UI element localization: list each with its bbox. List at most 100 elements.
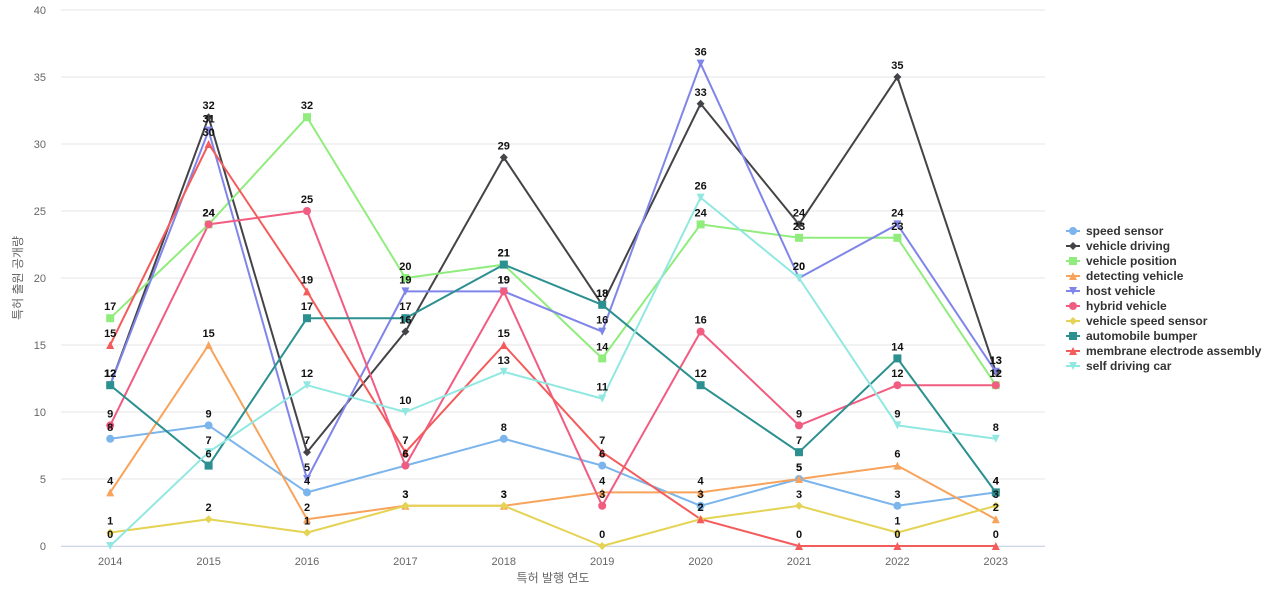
data-point-vehicle-position	[598, 354, 607, 363]
data-label-host-vehicle: 12	[104, 368, 116, 380]
data-point-speed-sensor	[598, 461, 607, 470]
x-tick-label: 2022	[885, 556, 909, 568]
data-label-membrane-electrode-assembly: 7	[402, 435, 408, 447]
data-label-hybrid-vehicle: 12	[990, 368, 1002, 380]
data-point-automobile-bumper	[499, 260, 508, 269]
data-labels: 8946863534123271629183324351317243220211…	[104, 47, 1002, 541]
legend-label: vehicle driving	[1086, 239, 1170, 253]
legend-item-vehicle-speed-sensor[interactable]: vehicle speed sensor	[1066, 314, 1208, 328]
legend-symbol	[1069, 287, 1077, 295]
data-label-detecting-vehicle: 15	[202, 328, 214, 340]
data-label-vehicle-position: 23	[891, 221, 903, 233]
data-label-vehicle-position: 20	[399, 261, 411, 273]
data-point-detecting-vehicle	[106, 488, 115, 497]
x-tick-label: 2018	[492, 556, 516, 568]
data-point-membrane-electrode-assembly	[795, 542, 803, 550]
data-label-self-driving-car: 7	[206, 435, 212, 447]
legend-label: membrane electrode assembly	[1086, 344, 1262, 358]
data-point-speed-sensor	[204, 421, 213, 430]
data-label-detecting-vehicle: 4	[107, 475, 114, 487]
data-label-vehicle-speed-sensor: 3	[993, 489, 999, 501]
data-point-membrane-electrode-assembly	[598, 448, 607, 457]
data-label-vehicle-speed-sensor: 3	[796, 489, 802, 501]
y-tick-label: 15	[34, 340, 46, 352]
data-point-vehicle-speed-sensor	[303, 528, 311, 537]
data-point-vehicle-speed-sensor	[106, 528, 115, 537]
legend-item-vehicle-position[interactable]: vehicle position	[1066, 254, 1177, 268]
data-label-membrane-electrode-assembly: 7	[599, 435, 605, 447]
legend-item-detecting-vehicle[interactable]: detecting vehicle	[1066, 269, 1184, 283]
legend-symbol	[1069, 302, 1077, 310]
series-line-host-vehicle	[109, 62, 997, 480]
data-point-automobile-bumper	[401, 314, 410, 323]
x-axis-ticks: 2014 2015 2016 2017 2018 2019 2020 2021 2022 2023	[98, 556, 1008, 568]
x-tick-label: 2015	[196, 556, 220, 568]
data-label-vehicle-speed-sensor: 2	[698, 502, 704, 514]
data-point-self-driving-car	[499, 367, 508, 376]
data-label-automobile-bumper: 7	[796, 435, 802, 447]
legend-item-self-driving-car[interactable]: self driving car	[1066, 359, 1172, 373]
data-label-host-vehicle: 31	[202, 114, 214, 126]
data-label-self-driving-car: 10	[399, 395, 411, 407]
data-label-vehicle-speed-sensor: 1	[894, 516, 900, 528]
data-label-speed-sensor: 8	[107, 422, 113, 434]
legend-item-hybrid-vehicle[interactable]: hybrid vehicle	[1066, 299, 1167, 313]
legend-symbol	[1069, 242, 1077, 250]
data-point-hybrid-vehicle	[893, 381, 902, 390]
data-label-vehicle-speed-sensor: 3	[501, 489, 507, 501]
legend-item-speed-sensor[interactable]: speed sensor	[1066, 224, 1164, 238]
data-label-membrane-electrode-assembly: 0	[894, 529, 900, 541]
grid-lines	[61, 9, 1045, 547]
legend-item-automobile-bumper[interactable]: automobile bumper	[1066, 329, 1198, 343]
data-label-host-vehicle: 5	[304, 462, 310, 474]
data-label-host-vehicle: 13	[990, 355, 1002, 367]
legend-item-membrane-electrode-assembly[interactable]: membrane electrode assembly	[1066, 344, 1262, 358]
data-point-vehicle-speed-sensor	[598, 542, 607, 550]
data-label-vehicle-driving: 32	[202, 100, 214, 112]
data-label-detecting-vehicle: 4	[698, 475, 705, 487]
data-point-host-vehicle	[303, 475, 311, 483]
data-point-detecting-vehicle	[598, 488, 607, 497]
data-point-vehicle-position	[893, 233, 902, 242]
data-label-membrane-electrode-assembly: 19	[301, 274, 313, 286]
data-point-host-vehicle	[401, 287, 410, 296]
data-point-vehicle-speed-sensor	[204, 515, 213, 524]
data-point-vehicle-position	[696, 220, 705, 229]
data-label-hybrid-vehicle: 24	[202, 207, 215, 219]
data-label-automobile-bumper: 12	[694, 368, 706, 380]
legend-item-host-vehicle[interactable]: host vehicle	[1066, 284, 1156, 298]
data-label-automobile-bumper: 12	[104, 368, 116, 380]
legend-symbol	[1069, 227, 1077, 235]
data-label-detecting-vehicle: 2	[304, 502, 310, 514]
data-point-detecting-vehicle	[991, 515, 1000, 524]
data-point-host-vehicle	[204, 126, 213, 135]
data-label-host-vehicle: 36	[694, 47, 706, 59]
legend-item-vehicle-driving[interactable]: vehicle driving	[1066, 239, 1170, 253]
data-point-self-driving-car	[893, 421, 902, 430]
x-tick-label: 2020	[688, 556, 712, 568]
data-label-vehicle-position: 23	[793, 221, 805, 233]
data-label-membrane-electrode-assembly: 30	[202, 127, 214, 139]
legend-symbol	[1069, 362, 1077, 370]
data-label-speed-sensor: 5	[796, 462, 802, 474]
data-point-self-driving-car	[204, 448, 213, 457]
data-point-detecting-vehicle	[204, 341, 213, 349]
legend-symbol	[1069, 317, 1077, 325]
data-label-speed-sensor: 9	[206, 408, 212, 420]
data-point-hybrid-vehicle	[696, 327, 705, 336]
data-label-membrane-electrode-assembly: 2	[698, 502, 704, 514]
legend-label: host vehicle	[1086, 284, 1156, 298]
legend-symbol	[1069, 332, 1077, 340]
data-point-speed-sensor	[303, 488, 311, 497]
data-point-hybrid-vehicle	[106, 421, 115, 430]
data-point-vehicle-driving	[499, 153, 508, 162]
data-point-vehicle-position	[106, 314, 115, 323]
data-label-vehicle-driving: 7	[304, 435, 310, 447]
data-label-hybrid-vehicle: 3	[599, 489, 605, 501]
data-point-hybrid-vehicle	[401, 461, 410, 470]
data-point-hybrid-vehicle	[598, 501, 607, 510]
data-point-vehicle-position	[401, 274, 410, 282]
data-label-hybrid-vehicle: 25	[301, 194, 313, 206]
data-point-automobile-bumper	[795, 448, 803, 457]
data-label-speed-sensor: 6	[599, 449, 605, 461]
